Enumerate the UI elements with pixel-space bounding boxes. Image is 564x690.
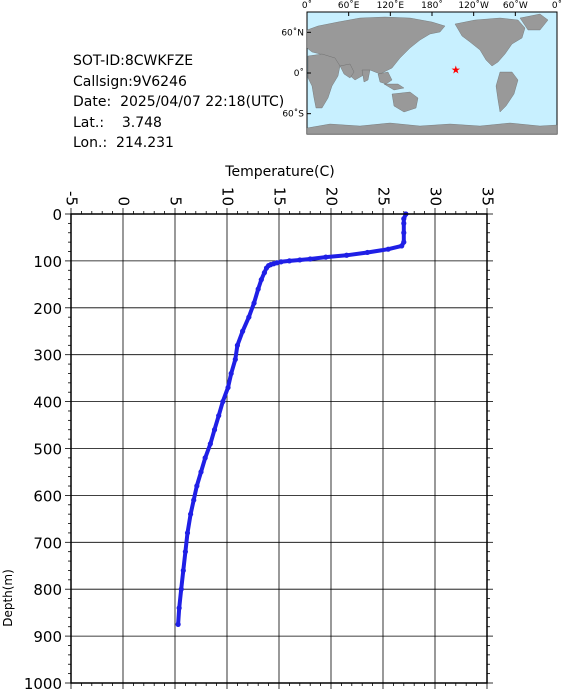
map-lat-label: 60˚S [282, 109, 304, 120]
x-tick-label: 15 [271, 187, 289, 206]
land-australia [391, 91, 419, 113]
data-point [323, 254, 329, 260]
data-point [216, 413, 222, 419]
data-point [182, 549, 188, 555]
data-point [240, 328, 246, 334]
plot-frame [70, 213, 488, 684]
chart-grid [70, 213, 488, 684]
map-frame-ticks [306, 12, 558, 115]
data-point [180, 567, 186, 574]
y-tick-label: 0 [52, 206, 62, 224]
longitude: Lon.: 214.231 [73, 135, 174, 151]
land-arabia-india [339, 63, 371, 83]
land-south-america [495, 71, 519, 113]
x-tick-label: 0 [115, 196, 133, 206]
data-point [344, 252, 350, 258]
data-point [385, 246, 391, 252]
data-point [211, 427, 218, 433]
data-point [258, 277, 264, 283]
x-tick-label: 10 [219, 187, 237, 206]
sot-id: SOT-ID:8CWKFZE [73, 53, 194, 69]
location-map: 0˚ 60˚E 120˚E 180˚ 120˚W 60˚W 0˚ 60˚N 0˚ 60˚S ★ [281, 0, 562, 135]
map-lon-label: 0˚ [302, 0, 312, 11]
y-tick-label: 600 [33, 487, 62, 505]
land-se-asia [377, 71, 405, 91]
data-point [255, 286, 261, 292]
x-axis-label: Temperature(C) [224, 164, 334, 180]
data-point [286, 258, 292, 264]
data-point [191, 497, 197, 503]
data-point [225, 384, 231, 391]
data-point [194, 483, 200, 489]
land-north-america [454, 17, 526, 67]
temperature-profile-line [176, 212, 408, 627]
chart-ticks: -5 0 5 10 15 20 25 30 35010020030040050060070080… [24, 187, 497, 690]
data-point [307, 256, 313, 262]
y-tick-label: 100 [33, 253, 62, 271]
data-point [207, 441, 213, 447]
y-tick-label: 700 [33, 534, 62, 552]
data-point [251, 300, 257, 306]
x-tick-label: 5 [167, 196, 185, 206]
data-point [232, 356, 238, 362]
map-lon-label: 120˚W [458, 0, 489, 11]
map-lon-label: 60˚E [338, 0, 360, 11]
land-africa [307, 53, 341, 109]
data-point [263, 265, 270, 271]
y-tick-label: 800 [33, 581, 62, 599]
x-tick-label: -5 [63, 191, 81, 206]
map-labels: 0˚ 60˚E 120˚E 180˚ 120˚W 60˚W 0˚ 60˚N 0˚ 60˚S [281, 0, 562, 120]
data-point [261, 270, 268, 276]
data-point [202, 455, 208, 461]
data-point [401, 216, 407, 222]
data-point [176, 605, 182, 611]
location-marker: ★ [451, 63, 461, 76]
y-tick-label: 1000 [24, 675, 62, 690]
data-point [246, 314, 252, 320]
callsign: Callsign:9V6246 [73, 73, 187, 90]
data-point [178, 586, 184, 592]
x-tick-label: 35 [479, 187, 497, 206]
x-tick-label: 30 [427, 187, 445, 206]
y-axis-label: Depth(m) [1, 569, 15, 627]
map-lon-label: 60˚W [503, 0, 528, 11]
data-point [184, 530, 191, 536]
map-lon-label: 120˚E [377, 0, 405, 11]
data-point [278, 259, 284, 265]
land-antarctica [306, 122, 558, 135]
latitude: Lat.: 3.748 [73, 114, 162, 131]
land-greenland [519, 13, 549, 31]
x-tick-label: 25 [375, 187, 393, 206]
data-point [399, 243, 405, 249]
map-lat-label: 60˚N [281, 27, 304, 38]
data-point [364, 249, 370, 256]
temperature-depth-chart: Temperature(C) Depth(m) -5 0 5 10 15 20 25 30 35… [1, 164, 497, 690]
data-series [175, 211, 409, 627]
data-point [297, 257, 303, 263]
data-point [228, 370, 234, 377]
data-point [401, 230, 407, 236]
y-tick-label: 300 [33, 347, 62, 365]
data-point [188, 511, 194, 517]
map-lon-label: 180˚ [421, 0, 443, 11]
date: Date: 2025/04/07 22:18(UTC) [73, 94, 285, 110]
data-point [198, 469, 204, 475]
y-tick-label: 500 [33, 441, 62, 459]
y-tick-label: 200 [33, 300, 62, 318]
y-tick-label: 900 [33, 628, 62, 646]
y-tick-label: 400 [33, 394, 62, 412]
map-landmasses [306, 13, 558, 135]
float-info: SOT-ID:8CWKFZE Callsign:9V6246 Date: 202… [73, 51, 284, 154]
data-point [234, 342, 240, 348]
map-lon-label: 0˚ [552, 0, 562, 11]
data-point [401, 220, 407, 226]
map-lat-label: 0˚ [294, 68, 304, 79]
x-tick-label: 20 [323, 187, 341, 206]
data-point [175, 621, 181, 627]
data-point [220, 399, 226, 405]
